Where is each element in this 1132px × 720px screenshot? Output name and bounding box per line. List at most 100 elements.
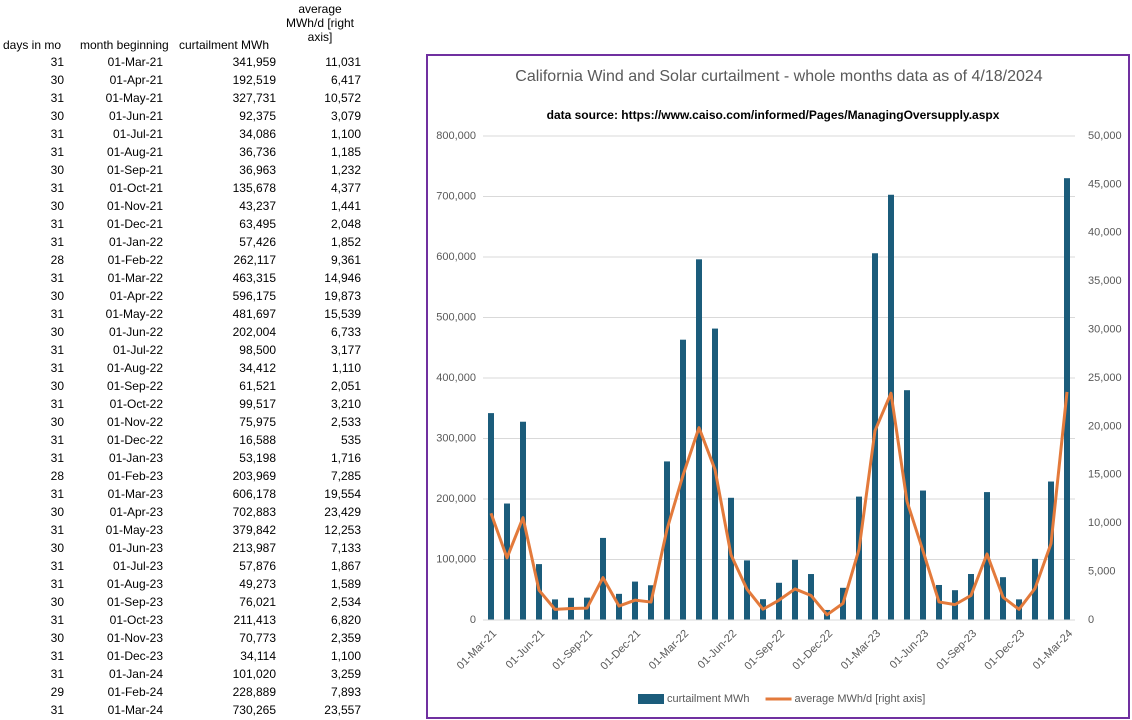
table-cell: 70,773 (239, 631, 276, 645)
column-header: curtailment MWh (179, 38, 270, 52)
table-cell: 14,946 (324, 271, 361, 285)
table-cell: 31 (50, 397, 64, 411)
table-cell: 01-Dec-21 (106, 217, 163, 231)
table-cell: 01-Jul-23 (112, 559, 163, 573)
table-cell: 31 (50, 451, 64, 465)
y-tick-label: 300,000 (436, 432, 476, 444)
table-cell: 34,086 (239, 127, 276, 141)
column-header: days in mo (3, 38, 62, 52)
table-cell: 99,517 (239, 397, 276, 411)
table-cell: 30 (50, 289, 64, 303)
table-cell: 01-Jun-22 (108, 325, 163, 339)
table-cell: 3,177 (330, 343, 361, 357)
table-cell: 61,521 (239, 379, 276, 393)
table-cell: 01-Jul-22 (112, 343, 163, 357)
y-tick-label: 600,000 (436, 251, 476, 263)
table-cell: 31 (50, 343, 64, 357)
table-cell: 341,959 (232, 55, 276, 69)
table-cell: 327,731 (232, 91, 276, 105)
table-cell: 1,867 (330, 559, 361, 573)
x-tick-label: 01-Sep-21 (550, 628, 595, 673)
table-cell: 23,429 (324, 505, 361, 519)
table-cell: 4,377 (330, 181, 361, 195)
table-cell: 01-May-22 (105, 307, 163, 321)
table-cell: 2,533 (330, 415, 361, 429)
table-cell: 36,963 (239, 163, 276, 177)
table-cell: 463,315 (232, 271, 276, 285)
table-cell: 1,100 (330, 127, 361, 141)
table-cell: 30 (50, 199, 64, 213)
table-cell: 31 (50, 433, 64, 447)
table-cell: 7,893 (330, 685, 361, 699)
table-cell: 1,441 (330, 199, 361, 213)
x-tick-label: 01-Jun-21 (504, 628, 548, 672)
table-cell: 01-Aug-21 (106, 145, 163, 159)
table-cell: 31 (50, 181, 64, 195)
table-cell: 01-Sep-23 (106, 595, 163, 609)
table-cell: 01-Mar-21 (107, 55, 163, 69)
y-tick-label: 0 (470, 614, 476, 626)
table-cell: 1,185 (330, 145, 361, 159)
table-cell: 211,413 (233, 613, 277, 627)
table-cell: 57,426 (239, 235, 276, 249)
y2-tick-label: 45,000 (1088, 178, 1122, 190)
table-cell: 01-Jun-23 (108, 541, 163, 555)
table-cell: 3,210 (330, 397, 361, 411)
table-cell: 28 (50, 469, 64, 483)
bar (696, 259, 702, 620)
table-cell: 01-Jun-21 (108, 109, 163, 123)
table-cell: 31 (50, 145, 64, 159)
x-tick-label: 01-Mar-22 (647, 628, 691, 672)
table-cell: 01-Nov-21 (106, 199, 163, 213)
line (489, 391, 1069, 617)
table-cell: 1,110 (331, 361, 361, 375)
table-cell: 30 (50, 163, 64, 177)
table-cell: 31 (50, 235, 64, 249)
bar (728, 497, 734, 620)
table-cell: 379,842 (232, 523, 276, 537)
table-cell: 31 (50, 667, 64, 681)
chart-title: California Wind and Solar curtailment - … (515, 68, 1043, 85)
table-cell: 30 (50, 631, 64, 645)
chart-border (426, 54, 1130, 719)
legend-label: average MWh/d [right axis] (795, 693, 926, 705)
table-cell: 1,100 (330, 649, 361, 663)
table-cell: 43,237 (239, 199, 276, 213)
table-cell: 01-May-23 (105, 523, 163, 537)
table-cell: 31 (50, 127, 64, 141)
table-cell: 34,114 (240, 649, 276, 663)
x-tick-label: 01-Dec-23 (982, 628, 1027, 673)
bar (888, 194, 894, 620)
bar (1048, 481, 1054, 620)
table-cell: 75,975 (239, 415, 276, 429)
y2-tick-label: 50,000 (1088, 130, 1122, 142)
table-cell: 31 (50, 487, 64, 501)
table-cell: 76,021 (239, 595, 276, 609)
table-cell: 29 (50, 685, 64, 699)
x-tick-label: 01-Jun-23 (888, 628, 932, 672)
table-cell: 2,534 (330, 595, 361, 609)
table-cell: 30 (50, 379, 64, 393)
table-cell: 01-Apr-23 (109, 505, 163, 519)
table-cell: 30 (50, 73, 64, 87)
table-cell: 1,852 (330, 235, 361, 249)
table-cell: 2,048 (330, 217, 361, 231)
table-cell: 31 (50, 703, 64, 717)
x-tick-label: 01-Mar-24 (1031, 628, 1075, 672)
table-cell: 31 (50, 91, 64, 105)
table-cell: 19,554 (324, 487, 361, 501)
table-cell: 01-Dec-23 (106, 649, 163, 663)
table-cell: 01-Sep-22 (106, 379, 163, 393)
table-cell: 30 (50, 109, 64, 123)
table-cell: 31 (50, 559, 64, 573)
chart-subtitle: data source: https://www.caiso.com/infor… (547, 108, 1000, 122)
table-cell: 01-Apr-21 (109, 73, 163, 87)
table-cell: 481,697 (232, 307, 276, 321)
table-cell: 702,883 (232, 505, 276, 519)
table-cell: 30 (50, 415, 64, 429)
table-cell: 213,987 (232, 541, 276, 555)
table-cell: 606,178 (232, 487, 276, 501)
x-tick-label: 01-Sep-23 (934, 628, 979, 673)
table-cell: 30 (50, 325, 64, 339)
